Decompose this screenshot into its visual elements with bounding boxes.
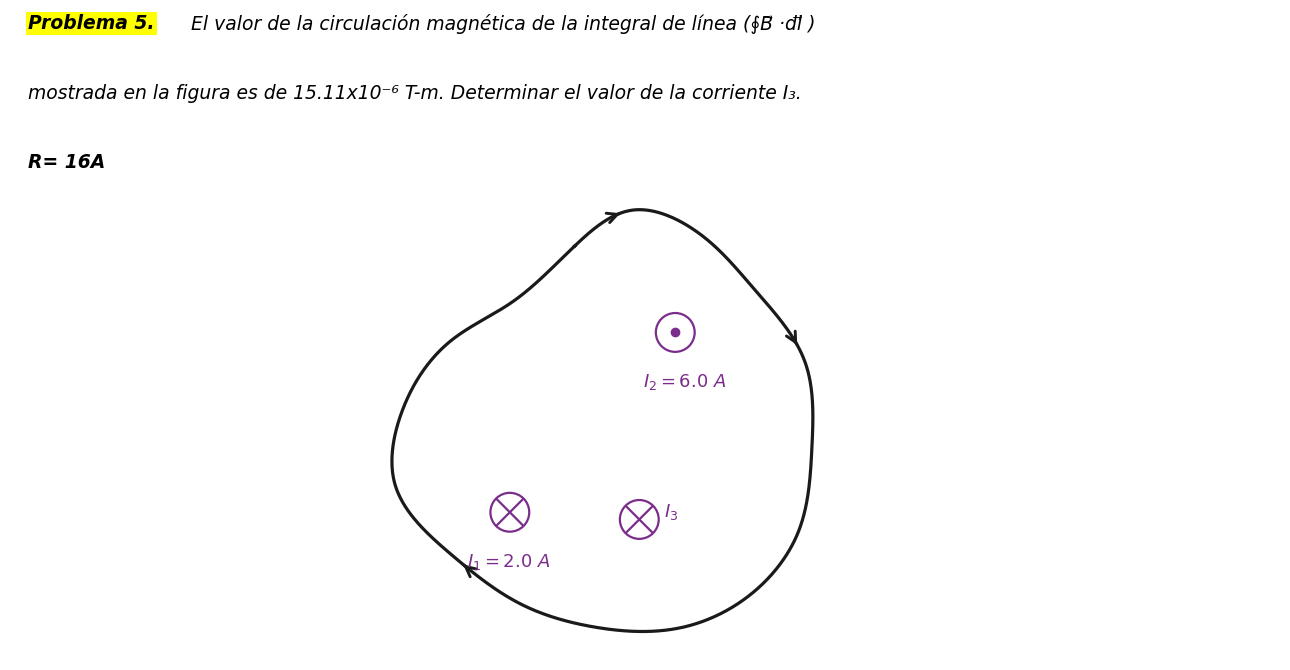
Text: $I_2 = 6.0$ A: $I_2 = 6.0$ A	[642, 372, 726, 392]
Text: R= 16A: R= 16A	[28, 153, 106, 172]
Text: Problema 5.: Problema 5.	[28, 14, 155, 33]
Text: mostrada en la figura es de 15.11x10⁻⁶ T-m. Determinar el valor de la corriente : mostrada en la figura es de 15.11x10⁻⁶ T…	[28, 84, 802, 103]
Text: $I_1 = 2.0$ A: $I_1 = 2.0$ A	[467, 552, 550, 572]
Text: El valor de la circulación magnética de la integral de línea (∮B⃗ ·dl⃗ ): El valor de la circulación magnética de …	[191, 14, 815, 34]
Text: $I_3$: $I_3$	[664, 502, 679, 522]
